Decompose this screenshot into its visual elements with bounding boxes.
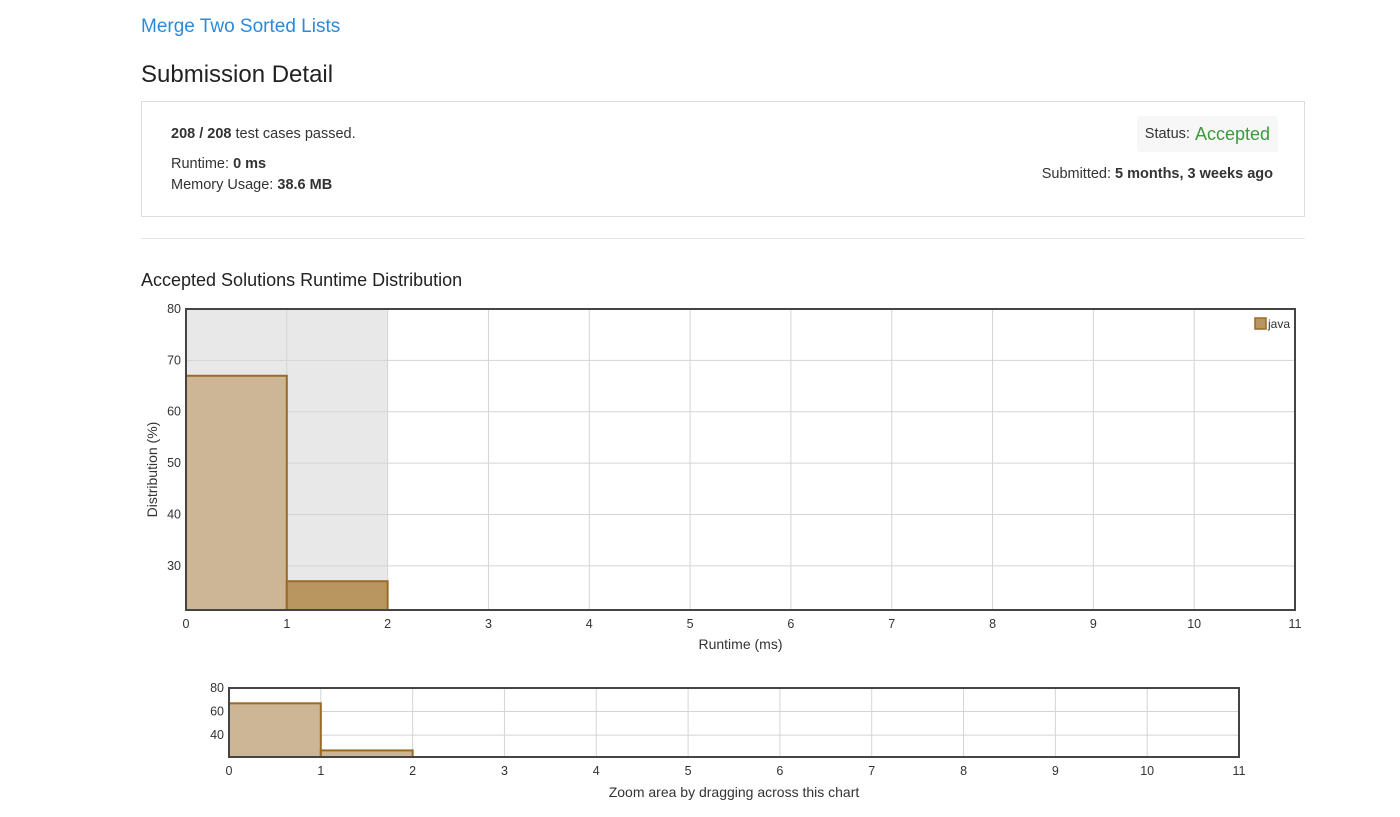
overview-x-tick-label: 11 xyxy=(1233,764,1246,778)
status-label: Status: xyxy=(1144,126,1190,142)
main-x-tick-label: 0 xyxy=(183,617,190,631)
overview-x-tick-label: 1 xyxy=(317,764,324,778)
main-y-tick-label: 60 xyxy=(167,405,181,419)
runtime-label: Runtime: xyxy=(171,156,234,172)
status-accepted-link[interactable]: Accepted xyxy=(1194,123,1270,144)
main-x-tick-label: 9 xyxy=(1090,617,1097,631)
overview-x-tick-label: 3 xyxy=(501,764,508,778)
main-x-axis-label: Runtime (ms) xyxy=(698,636,782,652)
memory-line: Memory Usage: 38.6 MB xyxy=(171,177,332,193)
main-y-tick-label: 70 xyxy=(167,353,181,367)
main-y-axis-label: Distribution (%) xyxy=(144,422,160,518)
test-cases-count: 208 / 208 xyxy=(171,126,232,142)
submitted-value: 5 months, 3 weeks ago xyxy=(1115,166,1273,182)
main-y-tick-label: 40 xyxy=(167,507,181,521)
overview-bar xyxy=(228,702,322,759)
overview-x-tick-label: 0 xyxy=(226,764,233,778)
overview-x-tick-label: 2 xyxy=(409,764,416,778)
main-x-tick-label: 6 xyxy=(787,617,794,631)
test-cases-line: 208 / 208 test cases passed. xyxy=(171,126,356,142)
main-x-tick-label: 11 xyxy=(1289,617,1302,631)
main-legend-swatch xyxy=(1254,317,1267,330)
main-x-tick-label: 1 xyxy=(283,617,290,631)
runtime-line: Runtime: 0 ms xyxy=(171,156,266,172)
page-title: Submission Detail xyxy=(141,61,334,88)
main-x-tick-label: 5 xyxy=(687,617,694,631)
overview-y-tick-label: 80 xyxy=(210,681,224,695)
main-y-tick-label: 30 xyxy=(167,559,181,573)
main-x-tick-label: 10 xyxy=(1187,617,1201,631)
submitted-line: Submitted: 5 months, 3 weeks ago xyxy=(1042,166,1273,182)
main-x-tick-label: 4 xyxy=(586,617,593,631)
overview-x-tick-label: 4 xyxy=(593,764,600,778)
overview-x-axis-label: Zoom area by dragging across this chart xyxy=(609,784,860,800)
overview-x-tick-label: 7 xyxy=(868,764,875,778)
overview-y-tick-label: 60 xyxy=(210,705,224,719)
memory-value: 38.6 MB xyxy=(277,177,333,193)
divider xyxy=(141,238,1305,239)
main-bar xyxy=(185,374,288,611)
status-badge: Status: Accepted xyxy=(1136,116,1278,152)
overview-y-tick-label: 40 xyxy=(210,728,224,742)
submitted-label: Submitted: xyxy=(1041,166,1116,182)
main-x-tick-label: 7 xyxy=(888,617,895,631)
main-highlight-band xyxy=(186,309,388,610)
overview-x-tick-label: 8 xyxy=(960,764,967,778)
overview-plot-frame xyxy=(228,687,1240,758)
main-x-tick-label: 8 xyxy=(989,617,996,631)
overview-x-tick-label: 5 xyxy=(685,764,692,778)
main-x-tick-label: 3 xyxy=(485,617,492,631)
overview-bar xyxy=(319,749,414,758)
test-cases-suffix: test cases passed. xyxy=(231,126,356,142)
overview-x-tick-label: 9 xyxy=(1052,764,1059,778)
submission-detail-box: 208 / 208 test cases passed. Runtime: 0 … xyxy=(141,101,1305,217)
overview-x-tick-label: 6 xyxy=(776,764,783,778)
main-y-tick-label: 50 xyxy=(167,456,181,470)
main-legend-label: java xyxy=(1267,317,1290,331)
overview-x-tick-label: 10 xyxy=(1140,764,1154,778)
main-plot-frame xyxy=(185,308,1296,611)
runtime-value: 0 ms xyxy=(233,156,267,172)
main-bar xyxy=(285,580,389,611)
main-x-tick-label: 2 xyxy=(384,617,391,631)
problem-link[interactable]: Merge Two Sorted Lists xyxy=(141,16,341,37)
memory-label: Memory Usage: xyxy=(171,177,278,193)
chart-section-title: Accepted Solutions Runtime Distribution xyxy=(141,270,463,290)
main-y-tick-label: 80 xyxy=(167,302,181,316)
